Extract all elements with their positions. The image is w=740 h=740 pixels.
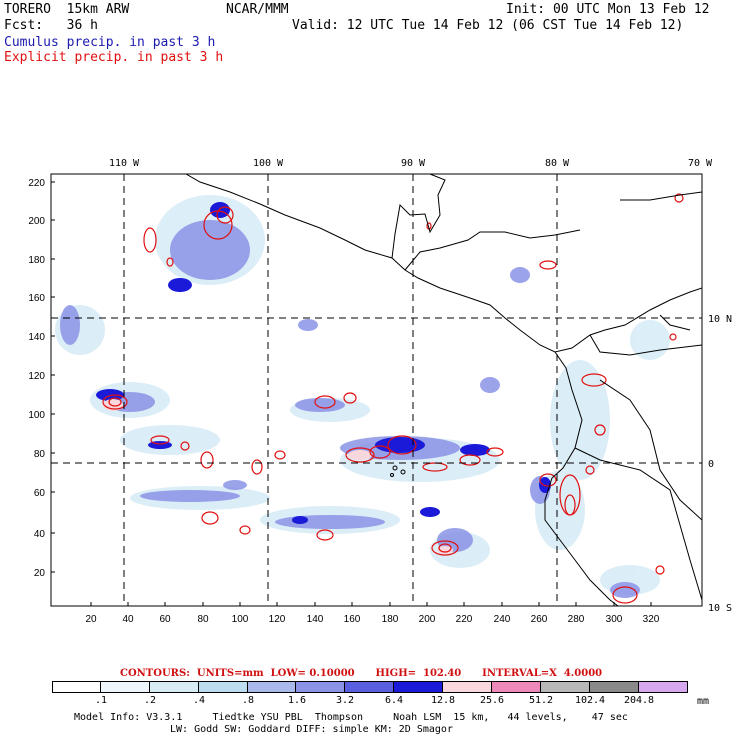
color-swatch: [345, 681, 395, 693]
init-time: Init: 00 UTC Mon 13 Feb 12: [506, 2, 710, 17]
cbar-tick: 51.2: [528, 695, 554, 706]
cbar-tick: 204.8: [623, 695, 655, 706]
institution: NCAR/MMM: [226, 2, 289, 17]
y-tick-220: 220: [28, 178, 45, 189]
y-tick-200: 200: [28, 216, 45, 227]
model-info-line2: LW: Godd SW: Goddard DIFF: simple KM: 2D…: [170, 724, 453, 735]
color-swatch: [149, 681, 199, 693]
x-tick-100: 100: [232, 614, 249, 625]
x-tick-240: 240: [494, 614, 511, 625]
x-tick-220: 220: [456, 614, 473, 625]
precip-field: [55, 193, 684, 604]
lon-label-110w: 110 W: [109, 158, 140, 169]
map-frame: [50, 173, 703, 607]
color-bar-ticks: .1 .2 .4 .8 1.6 3.2 6.4 12.8 25.6 51.2 1…: [52, 695, 712, 707]
lat-label-10n: 10 N: [708, 314, 732, 325]
color-swatch: [638, 681, 688, 693]
cbar-tick: 25.6: [479, 695, 505, 706]
y-tick-160: 160: [28, 293, 45, 304]
cbar-tick: 12.8: [430, 695, 456, 706]
color-swatch: [540, 681, 590, 693]
color-bar: [52, 681, 688, 693]
x-tick-20: 20: [85, 614, 97, 625]
lat-lon-grid: [51, 174, 702, 606]
x-tick-160: 160: [344, 614, 361, 625]
cbar-tick: .4: [192, 695, 206, 706]
color-swatch: [52, 681, 101, 693]
x-tick-300: 300: [606, 614, 623, 625]
coastlines: [185, 174, 702, 606]
contour-info: CONTOURS: UNITS=mm LOW= 0.10000 HIGH= 10…: [120, 668, 603, 679]
y-tick-80: 80: [34, 449, 46, 460]
x-tick-40: 40: [122, 614, 134, 625]
color-swatch: [247, 681, 297, 693]
x-tick-120: 120: [269, 614, 286, 625]
valid-time: Valid: 12 UTC Tue 14 Feb 12 (06 CST Tue …: [292, 18, 684, 33]
lon-label-100w: 100 W: [253, 158, 284, 169]
lon-label-90w: 90 W: [401, 158, 426, 169]
unit-label: mm: [697, 696, 710, 707]
cbar-tick: .1: [94, 695, 108, 706]
model-name: TORERO 15km ARW: [4, 2, 130, 17]
color-swatch: [198, 681, 248, 693]
cumulus-label: Cumulus precip. in past 3 h: [4, 35, 216, 50]
lon-label-80w: 80 W: [545, 158, 570, 169]
y-tick-100: 100: [28, 410, 45, 421]
axis-ticks: [51, 181, 652, 606]
color-swatch: [100, 681, 150, 693]
y-tick-140: 140: [28, 332, 45, 343]
cbar-tick: 3.2: [335, 695, 355, 706]
x-tick-140: 140: [307, 614, 324, 625]
color-swatch: [296, 681, 346, 693]
y-tick-120: 120: [28, 371, 45, 382]
color-swatch: [394, 681, 444, 693]
forecast-hour: Fcst: 36 h: [4, 18, 98, 33]
x-tick-180: 180: [382, 614, 399, 625]
cbar-tick: 6.4: [384, 695, 404, 706]
y-tick-60: 60: [34, 488, 46, 499]
cbar-tick: 1.6: [287, 695, 307, 706]
cbar-tick: 102.4: [574, 695, 606, 706]
x-tick-60: 60: [159, 614, 171, 625]
explicit-label: Explicit precip. in past 3 h: [4, 50, 224, 65]
color-swatch: [443, 681, 493, 693]
color-swatch: [589, 681, 639, 693]
lat-label-10s: 10 S: [708, 603, 732, 614]
y-tick-20: 20: [34, 568, 46, 579]
cbar-tick: .2: [143, 695, 157, 706]
x-tick-80: 80: [197, 614, 209, 625]
lat-label-0: 0: [708, 459, 714, 470]
model-info-line1: Model Info: V3.3.1 Tiedtke YSU PBL Thomp…: [74, 712, 628, 723]
y-tick-40: 40: [34, 529, 46, 540]
x-tick-260: 260: [531, 614, 548, 625]
y-tick-180: 180: [28, 255, 45, 266]
cbar-tick: .8: [241, 695, 255, 706]
x-tick-280: 280: [568, 614, 585, 625]
lon-label-70w: 70 W: [688, 158, 713, 169]
x-tick-320: 320: [643, 614, 660, 625]
x-tick-200: 200: [419, 614, 436, 625]
color-swatch: [492, 681, 541, 693]
model-info: Model Info: V3.3.1 Tiedtke YSU PBL Thomp…: [74, 712, 628, 736]
